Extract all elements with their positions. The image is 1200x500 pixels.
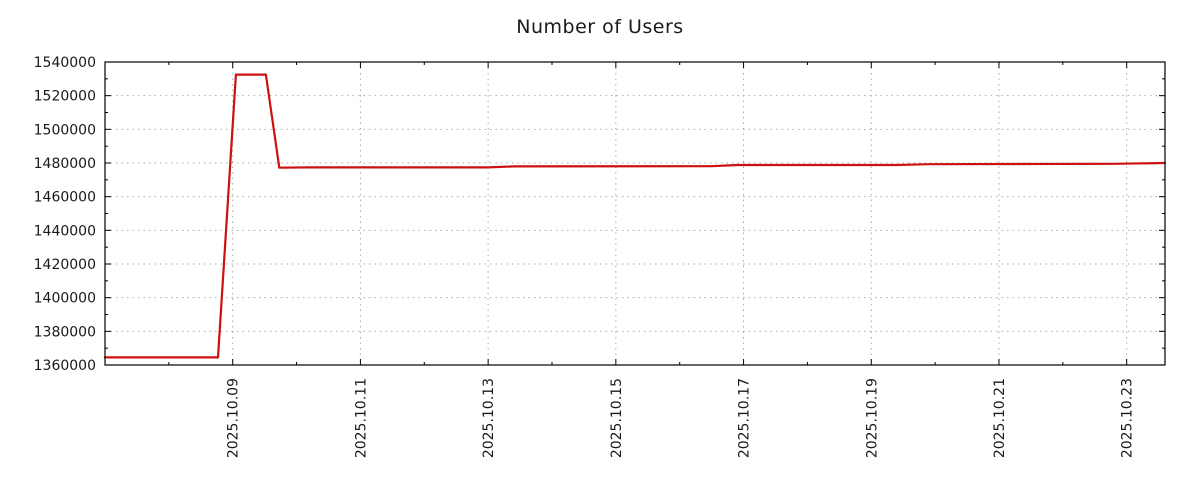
y-tick-label: 1540000 <box>34 55 96 71</box>
y-tick-label: 1500000 <box>34 122 96 138</box>
x-tick-label: 2025.10.23 <box>1120 378 1136 458</box>
y-tick-label: 1480000 <box>34 156 96 172</box>
series-line <box>103 73 1167 359</box>
x-tick-label: 2025.10.17 <box>737 378 753 458</box>
y-tick-label: 1460000 <box>34 190 96 206</box>
x-tick-label: 2025.10.09 <box>226 378 242 458</box>
y-tick-label: 1360000 <box>34 358 96 374</box>
x-tick-label: 2025.10.13 <box>481 378 497 458</box>
x-tick-label: 2025.10.11 <box>353 378 369 458</box>
y-tick-label: 1520000 <box>34 89 96 105</box>
x-tick-label: 2025.10.19 <box>864 378 880 458</box>
y-tick-label: 1440000 <box>34 223 96 239</box>
y-tick-label: 1380000 <box>34 324 96 340</box>
x-tick-label: 2025.10.21 <box>992 378 1008 458</box>
y-tick-label: 1420000 <box>34 257 96 273</box>
plot-border <box>104 61 1166 366</box>
chart-title: Number of Users <box>516 16 684 38</box>
y-tick-label: 1400000 <box>34 291 96 307</box>
x-tick-label: 2025.10.15 <box>609 378 625 458</box>
